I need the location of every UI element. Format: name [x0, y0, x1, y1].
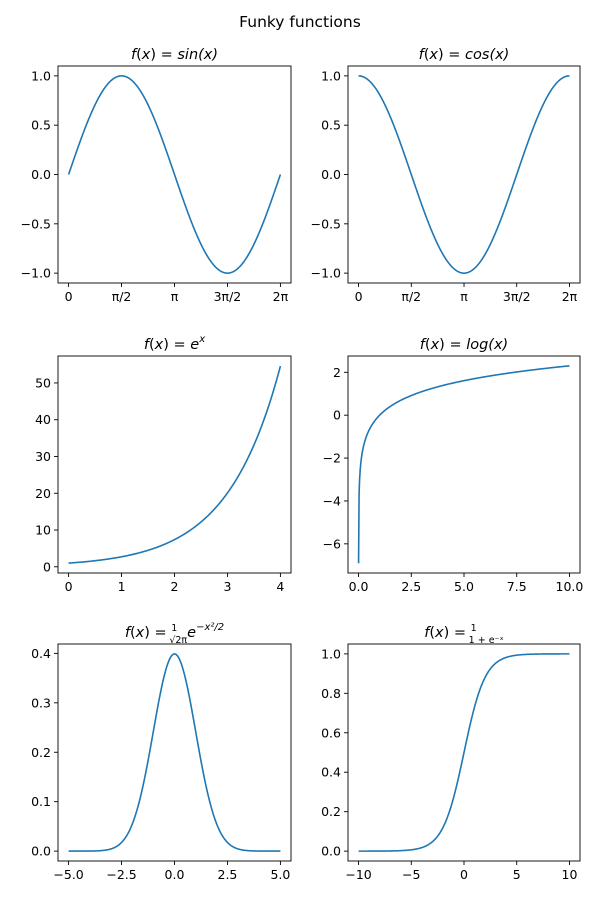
x-tick-label: 4: [276, 579, 284, 594]
series-line-cos: [358, 75, 570, 274]
x-tick-label: π/2: [401, 289, 421, 304]
x-tick-label: 3π/2: [503, 289, 531, 304]
y-tick-label: 50: [35, 375, 51, 390]
subplot-title: f(x) = ex: [144, 334, 205, 353]
y-tick-label: 0.2: [31, 745, 51, 760]
x-tick-label: 0: [355, 289, 363, 304]
x-tick-label: −5.0: [53, 867, 83, 882]
x-tick-label: 2π: [562, 289, 578, 304]
y-tick-label: 0.0: [31, 844, 51, 859]
x-tick-label: 0: [65, 289, 73, 304]
x-tick-label: 10: [562, 867, 578, 882]
series-line-sin: [67, 75, 282, 274]
x-tick-label: 0: [460, 867, 468, 882]
y-tick-label: 0.1: [31, 794, 51, 809]
x-tick-label: −10: [345, 867, 371, 882]
y-tick-label: 0: [43, 559, 51, 574]
figure-suptitle: Funky functions: [239, 13, 361, 31]
y-tick-label: −4: [323, 493, 341, 508]
y-tick-label: 0.0: [321, 844, 341, 859]
y-tick-label: 0.8: [321, 686, 341, 701]
y-tick-label: −1.0: [311, 266, 341, 281]
x-tick-label: 0.0: [349, 579, 369, 594]
y-tick-label: −6: [323, 536, 341, 551]
x-tick-label: 2.5: [218, 867, 238, 882]
y-tick-label: 0.5: [321, 118, 341, 133]
x-tick-label: 7.5: [507, 579, 527, 594]
subplot-title: f(x) = log(x): [420, 337, 508, 353]
x-tick-label: 3π/2: [214, 289, 242, 304]
y-tick-label: 1.0: [31, 68, 51, 83]
y-tick-label: 0.3: [31, 695, 51, 710]
y-tick-label: −2: [323, 451, 341, 466]
y-tick-label: 1.0: [321, 68, 341, 83]
y-tick-label: 1.0: [321, 646, 341, 661]
x-tick-label: 1: [118, 579, 126, 594]
subplot-log: 0.0 2.5 5.0 7.5 10.0 −6 −4 −2 0 2 f(x) = log(x): [323, 337, 584, 594]
series-line-log: [357, 365, 570, 564]
subplot-gaussian: −5.0 −2.5 0.0 2.5 5.0 0.0 0.1 0.2 0.3 0.4 f(x) = 1…: [31, 622, 292, 882]
series-line-gaussian: [68, 653, 281, 852]
subplot-title: f(x) = 1 √2πe−x²/2: [125, 622, 224, 646]
subplot-title: f(x) = sin(x): [131, 47, 218, 63]
y-tick-label: −0.5: [311, 216, 341, 231]
x-tick-label: π: [460, 289, 468, 304]
y-tick-label: −1.0: [21, 266, 51, 281]
y-tick-label: 0.0: [31, 167, 51, 182]
x-tick-label: 10.0: [556, 579, 584, 594]
y-tick-label: 30: [35, 449, 51, 464]
y-tick-label: 20: [35, 486, 51, 501]
y-tick-label: 0.2: [321, 804, 341, 819]
x-tick-label: 5: [513, 867, 521, 882]
x-tick-label: π/2: [112, 289, 132, 304]
x-tick-label: 5.0: [454, 579, 474, 594]
y-tick-label: 0.4: [321, 765, 341, 780]
x-tick-label: 0: [65, 579, 73, 594]
y-tick-label: 10: [35, 523, 51, 538]
x-tick-label: 3: [223, 579, 231, 594]
axes-frame: [57, 643, 292, 862]
x-tick-label: 5.0: [270, 867, 290, 882]
x-tick-label: 2: [171, 579, 179, 594]
y-tick-label: 0.0: [321, 167, 341, 182]
y-tick-label: 0.5: [31, 118, 51, 133]
x-tick-label: −2.5: [106, 867, 136, 882]
x-tick-label: −5: [402, 867, 420, 882]
x-tick-label: π: [171, 289, 179, 304]
subplot-sin: 0 π/2 π 3π/2 2π −1.0 −0.5 0.0 0.5 1.0 f(x) = sin(x…: [21, 47, 292, 304]
x-tick-label: 2π: [273, 289, 289, 304]
x-tick-label: 0.0: [165, 867, 185, 882]
series-line-exp: [68, 365, 282, 564]
axes-frame: [347, 65, 581, 284]
y-tick-label: 40: [35, 412, 51, 427]
y-tick-label: −0.5: [21, 216, 51, 231]
y-tick-label: 0: [333, 408, 341, 423]
axes-frame: [347, 355, 581, 574]
x-tick-label: 2.5: [401, 579, 421, 594]
subplot-cos: 0 π/2 π 3π/2 2π −1.0 −0.5 0.0 0.5 1.0 f(x) = cos(x…: [311, 47, 581, 304]
series-line-sigmoid: [358, 653, 570, 852]
y-tick-label: 2: [333, 365, 341, 380]
subplot-title: f(x) = cos(x): [419, 47, 510, 63]
y-tick-label: 0.6: [321, 725, 341, 740]
y-tick-label: 0.4: [31, 646, 51, 661]
